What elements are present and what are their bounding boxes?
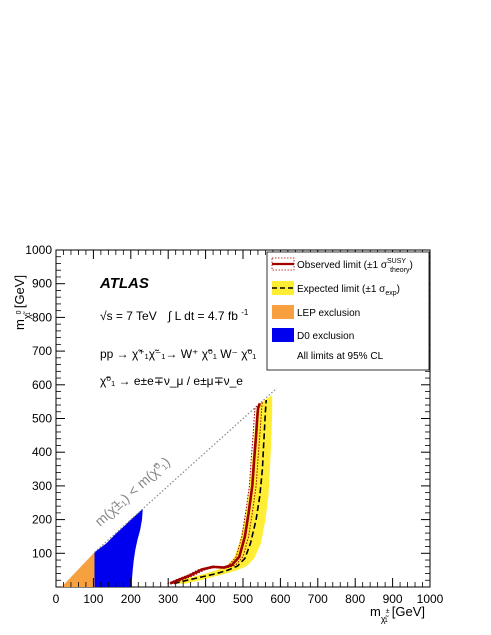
legend-entry-lep: LEP exclusion <box>272 305 360 319</box>
y-tick-label: 400 <box>32 445 52 459</box>
y-tick-label: 200 <box>32 513 52 527</box>
energy-label: √s = 7 TeV <box>100 309 157 323</box>
y-tick-label: 300 <box>32 479 52 493</box>
kinematic-diagonal-line <box>94 387 278 553</box>
x-tick-label: 400 <box>196 592 216 606</box>
legend-lep-swatch <box>272 305 294 319</box>
x-tick-label: 800 <box>345 592 365 606</box>
svg-text:Expected limit (±1 σexp): Expected limit (±1 σexp) <box>297 284 400 297</box>
x-tick-label: 200 <box>121 592 141 606</box>
d0-exclusion-region <box>94 508 143 587</box>
y-tick-label: 700 <box>32 344 52 358</box>
x-tick-label: 0 <box>53 592 60 606</box>
legend-expected-label: Expected limit (±1 σ <box>297 284 386 295</box>
lumi-label: ∫ L dt = 4.7 fb -1 <box>167 308 249 323</box>
y-axis-title: mχ̃0 1[GeV] <box>12 275 32 330</box>
legend-lep-label: LEP exclusion <box>297 308 360 319</box>
diagonal-label: m(χ̃±₁) < m(χ̃⁰₁) <box>91 454 173 530</box>
y-tick-label: 1000 <box>25 243 52 257</box>
legend-entry-d0: D0 exclusion <box>272 328 354 342</box>
legend-box <box>266 251 430 371</box>
legend: Observed limit (±1 σSUSY theory) Expected… <box>266 251 430 371</box>
observed-limit-line <box>169 402 262 585</box>
x-tick-label: 700 <box>308 592 328 606</box>
y-tick-label: 100 <box>32 546 52 560</box>
x-tick-label: 100 <box>83 592 103 606</box>
y-tick-label: 500 <box>32 412 52 426</box>
y-tick-label: 600 <box>32 378 52 392</box>
x-tick-label: 1000 <box>417 592 444 606</box>
x-tick-label: 300 <box>158 592 178 606</box>
legend-entry-observed: Observed limit (±1 σSUSY theory) <box>271 257 413 274</box>
data-layer <box>61 387 278 587</box>
legend-entry-expected: Expected limit (±1 σexp) <box>272 281 400 297</box>
y-tick-label: 900 <box>32 277 52 291</box>
observed-limit-up-line <box>173 400 263 585</box>
atlas-label: ATLAS <box>99 275 149 292</box>
process-label: pp → χ̃⁺₁χ̃⁻₁→ W⁺ χ̃⁰₁ W⁻ χ̃⁰₁ <box>100 347 256 361</box>
y-tick-label: 800 <box>32 310 52 324</box>
x-axis-title: mχ̃± 1[GeV] <box>370 604 425 624</box>
decay-label: χ̃⁰₁ → e±e∓ν_μ / e±μ∓ν_e <box>100 374 243 388</box>
legend-observed-label: Observed limit (±1 σ <box>297 260 388 271</box>
x-tick-label: 500 <box>233 592 253 606</box>
x-tick-label: 600 <box>270 592 290 606</box>
cl-note: All limits at 95% CL <box>297 351 384 362</box>
lep-exclusion-region <box>61 552 95 587</box>
observed-limit-down-line <box>167 405 258 585</box>
legend-d0-swatch <box>272 328 294 342</box>
axis-layer: 0 100 200 300 400 500 600 700 800 900 1000 100 200 30… <box>25 243 443 606</box>
x-tick-label: 900 <box>383 592 403 606</box>
expected-limit-line <box>173 399 267 585</box>
legend-d0-label: D0 exclusion <box>297 331 354 342</box>
